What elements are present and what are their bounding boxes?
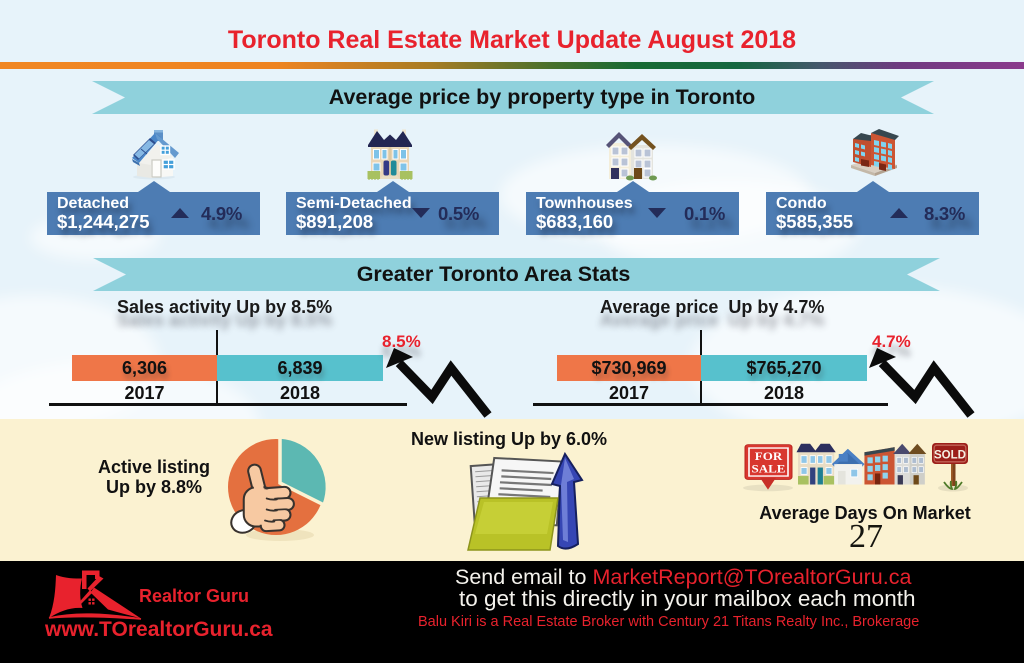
svg-text:FOR: FOR (755, 450, 783, 463)
svg-text:SALE: SALE (752, 463, 786, 476)
svg-text:SOLD: SOLD (934, 450, 966, 462)
